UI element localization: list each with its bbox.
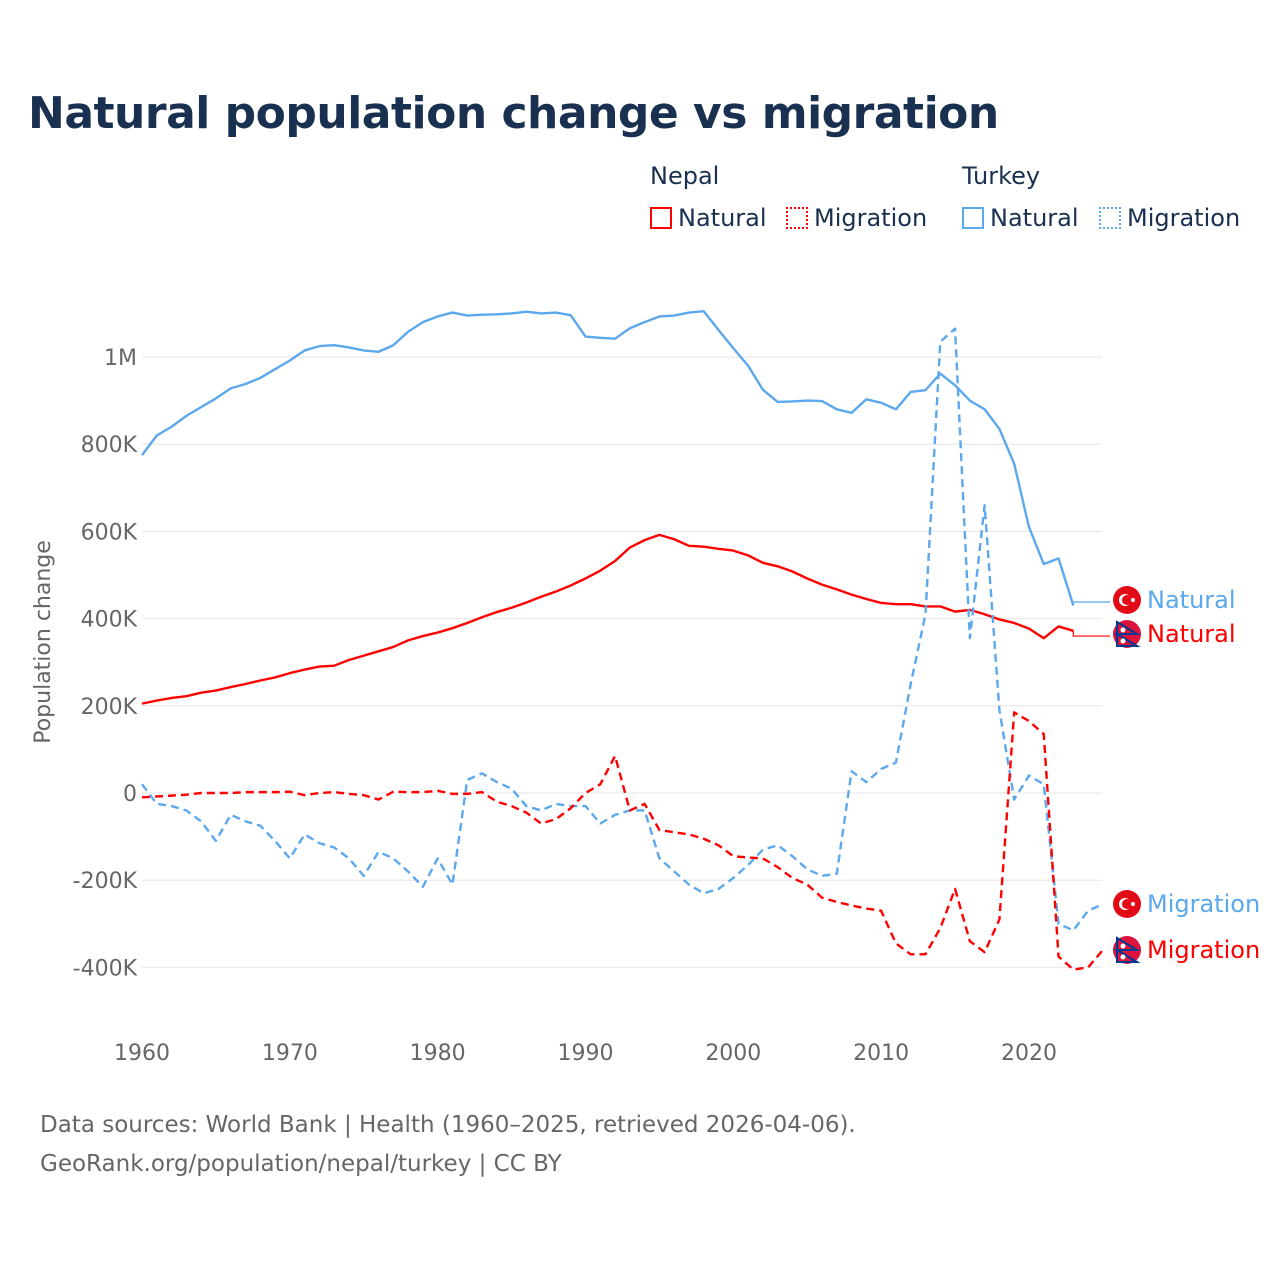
- x-tick-label: 2000: [705, 1041, 761, 1066]
- legend-turkey-migration[interactable]: Migration: [1099, 204, 1240, 232]
- series-line-turkey-natural: [141, 310, 1075, 606]
- x-tick-label: 1960: [114, 1041, 170, 1066]
- legend-nepal-natural[interactable]: Natural: [650, 204, 767, 232]
- end-label-nepal-migration: Migration: [1147, 936, 1260, 964]
- data-source-text: Data sources: World Bank | Health (1960–…: [40, 1112, 856, 1138]
- flag-star: [1131, 902, 1135, 906]
- flag-crescent-cut: [1122, 595, 1132, 605]
- flag-sun: [1120, 954, 1126, 960]
- flag-moon: [1120, 627, 1126, 633]
- chart-title: Natural population change vs migration: [28, 88, 999, 139]
- flag-sun: [1120, 638, 1126, 644]
- end-label-turkey-migration: Migration: [1147, 890, 1260, 918]
- x-tick-label: 1990: [557, 1041, 613, 1066]
- end-connector: [1072, 601, 1110, 606]
- x-tick-label: 2010: [853, 1041, 909, 1066]
- y-tick-label: -200K: [73, 869, 138, 894]
- y-tick-label: 800K: [81, 433, 138, 458]
- legend-label: Natural: [678, 204, 767, 232]
- series-line-turkey-migration: [141, 327, 1104, 932]
- flag-star: [1131, 598, 1135, 602]
- x-tick-label: 1970: [262, 1041, 318, 1066]
- x-tick-label: 1980: [410, 1041, 466, 1066]
- series-line-nepal-migration: [141, 711, 1104, 971]
- y-tick-label: 200K: [81, 695, 138, 720]
- y-tick-label: 0: [123, 782, 137, 807]
- legend-nepal-migration[interactable]: Migration: [786, 204, 927, 232]
- x-tick-label: 2020: [1001, 1041, 1057, 1066]
- y-axis-label: Population change: [31, 540, 56, 744]
- y-tick-label: 600K: [81, 520, 138, 545]
- legend-label: Migration: [1127, 204, 1241, 232]
- series-line-nepal-natural: [141, 533, 1074, 705]
- footer: Data sources: World Bank | Health (1960–…: [40, 1106, 856, 1184]
- legend-swatch-dotted: [786, 207, 808, 229]
- end-label-nepal-natural: Natural: [1147, 620, 1236, 648]
- legend-label: Migration: [814, 204, 928, 232]
- end-label-turkey-natural: Natural: [1147, 586, 1236, 614]
- legend-group-turkey: Turkey: [962, 162, 1041, 190]
- legend-swatch-solid: [962, 207, 984, 229]
- legend-swatch-solid: [650, 207, 672, 229]
- flag-moon: [1120, 943, 1126, 949]
- end-connector: [1072, 630, 1110, 637]
- y-tick-label: 1M: [104, 346, 137, 371]
- legend-group-nepal: Nepal: [650, 162, 720, 190]
- legend-swatch-dotted: [1099, 207, 1121, 229]
- legend-label: Natural: [990, 204, 1079, 232]
- flag-crescent-cut: [1122, 899, 1132, 909]
- legend-turkey-natural[interactable]: Natural: [962, 204, 1079, 232]
- attribution-link[interactable]: GeoRank.org/population/nepal/turkey | CC…: [40, 1151, 562, 1177]
- y-tick-label: 400K: [81, 608, 138, 633]
- y-tick-label: -400K: [73, 956, 138, 981]
